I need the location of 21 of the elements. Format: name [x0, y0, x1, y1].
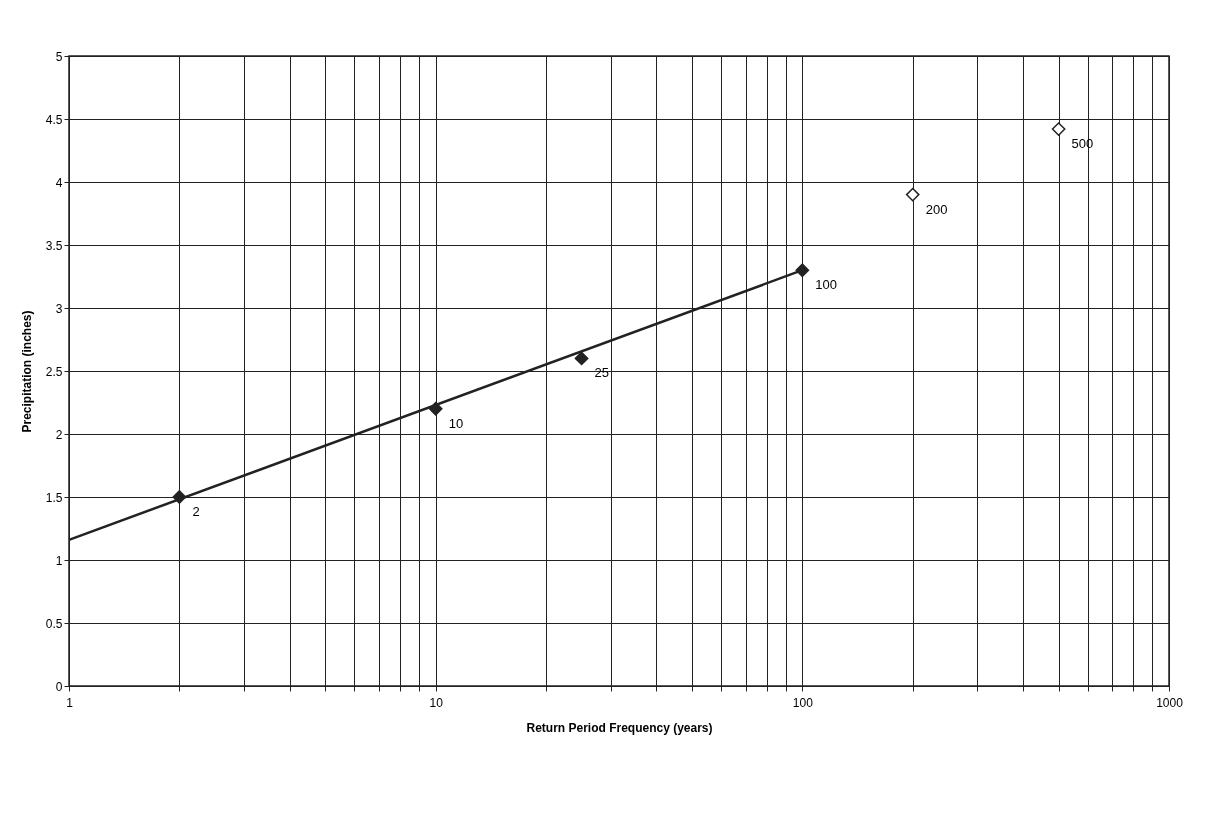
y-tick-label: 0.5 — [45, 616, 63, 631]
y-tick-label: 5 — [55, 49, 63, 64]
y-tick-label: 2 — [55, 427, 63, 442]
y-tick-label: 3 — [55, 301, 63, 316]
x-tick-label: 10 — [429, 695, 444, 710]
annotation: 2 — [192, 504, 200, 519]
y-tick-label: 2.5 — [45, 364, 63, 379]
y-tick-label: 3.5 — [45, 238, 63, 253]
x-tick-label: 1 — [66, 695, 74, 710]
x-axis-title: Return Period Frequency (years) — [526, 720, 713, 735]
annotation: 100 — [815, 277, 838, 293]
y-tick-label: 4 — [55, 175, 63, 190]
x-tick-label: 1000 — [1156, 695, 1184, 710]
annotation: 10 — [448, 415, 464, 431]
y-tick-label: 4.5 — [45, 112, 63, 127]
x-tick-label: 100 — [792, 695, 814, 710]
y-axis-title: Precipitation (inches) — [19, 310, 34, 433]
y-tick-label: 1.5 — [45, 490, 63, 505]
y-tick-label: 1 — [55, 553, 63, 568]
y-tick-label: 0 — [55, 679, 63, 694]
annotation: 200 — [925, 201, 948, 217]
